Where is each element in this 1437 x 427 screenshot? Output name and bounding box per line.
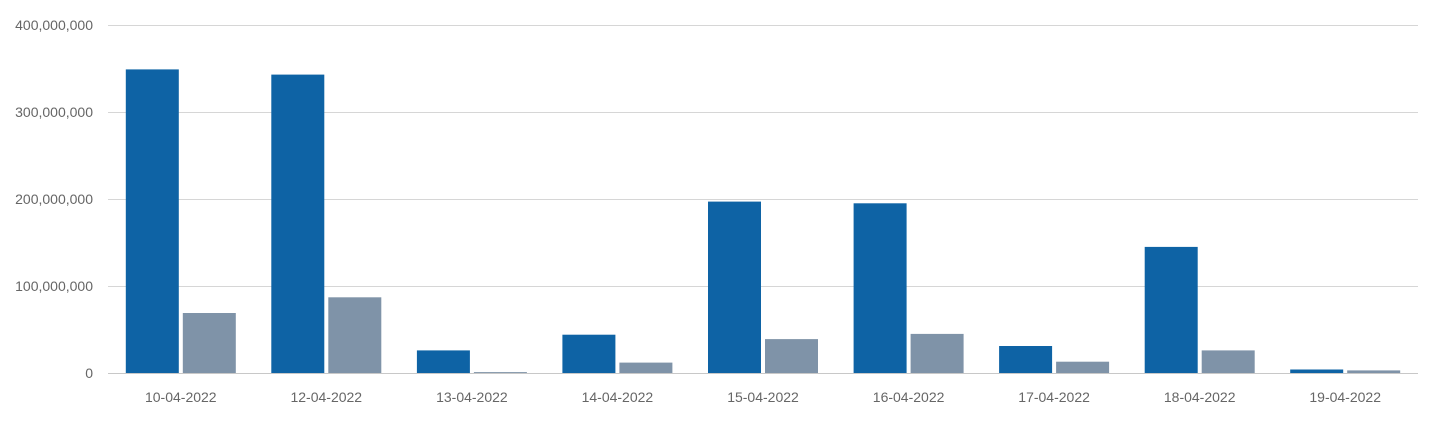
- bar-series-1[interactable]: [999, 346, 1053, 373]
- bar-series-2[interactable]: [473, 372, 527, 373]
- bar-series-1[interactable]: [708, 201, 761, 373]
- y-tick-label: 0: [85, 365, 93, 381]
- x-tick-label: 13-04-2022: [436, 389, 508, 405]
- x-axis-tick-labels: 10-04-2022 12-04-2022 13-04-2022 14-04-2022…: [145, 389, 1381, 405]
- bar-series-2[interactable]: [328, 297, 382, 373]
- bar-series-2[interactable]: [910, 333, 964, 373]
- y-tick-label: 100,000,000: [15, 278, 93, 294]
- y-tick-label: 300,000,000: [15, 104, 93, 120]
- bar-series-2[interactable]: [619, 362, 673, 373]
- bar-series-1[interactable]: [562, 334, 616, 373]
- bar-series-1[interactable]: [1290, 369, 1344, 374]
- bar-series-2[interactable]: [1056, 361, 1110, 373]
- x-tick-label: 17-04-2022: [1018, 389, 1090, 405]
- bar-series-2[interactable]: [182, 313, 236, 373]
- y-tick-label: 200,000,000: [15, 191, 93, 207]
- x-tick-label: 12-04-2022: [290, 389, 362, 405]
- bars: [125, 69, 1401, 374]
- bar-series-2[interactable]: [765, 339, 818, 373]
- x-tick-label: 15-04-2022: [727, 389, 799, 405]
- bar-series-1[interactable]: [125, 69, 179, 374]
- x-tick-label: 19-04-2022: [1309, 389, 1381, 405]
- y-tick-label: 400,000,000: [15, 17, 93, 33]
- bar-series-1[interactable]: [416, 350, 470, 373]
- bar-series-1[interactable]: [271, 74, 325, 373]
- y-axis-tick-labels: 0 100,000,000 200,000,000 300,000,000 400,00…: [15, 17, 93, 381]
- bar-series-2[interactable]: [1201, 350, 1255, 373]
- grid-lines: [108, 25, 1418, 374]
- x-tick-label: 10-04-2022: [145, 389, 217, 405]
- bar-series-2[interactable]: [1347, 370, 1401, 373]
- bar-series-1[interactable]: [853, 203, 907, 373]
- x-tick-label: 16-04-2022: [873, 389, 945, 405]
- bar-series-1[interactable]: [1144, 246, 1198, 373]
- x-tick-label: 14-04-2022: [582, 389, 654, 405]
- x-tick-label: 18-04-2022: [1164, 389, 1236, 405]
